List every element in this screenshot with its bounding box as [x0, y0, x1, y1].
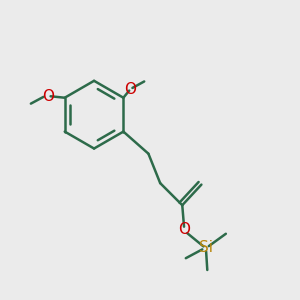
- Text: O: O: [178, 222, 190, 237]
- Text: O: O: [43, 89, 55, 104]
- Text: O: O: [124, 82, 136, 97]
- Text: Si: Si: [199, 240, 213, 255]
